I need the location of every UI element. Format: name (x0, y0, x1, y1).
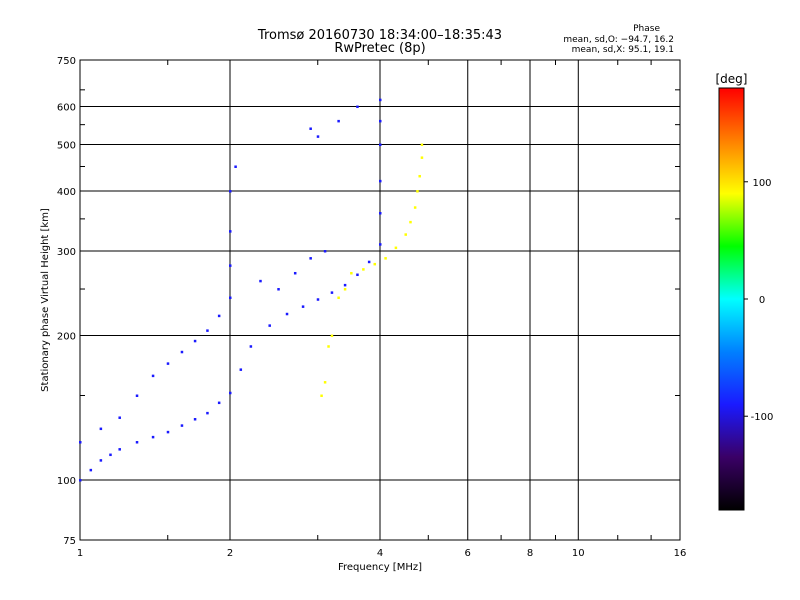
data-point-o (249, 345, 253, 348)
data-point-x (337, 296, 340, 300)
data-point-o (379, 98, 382, 102)
data-point-o (229, 391, 232, 395)
x-tick-label: 2 (227, 548, 233, 559)
x-tick-label: 1 (77, 548, 83, 559)
data-point-x (416, 190, 419, 193)
data-point-x (362, 268, 365, 271)
data-point-o (229, 230, 232, 233)
data-point-x (373, 262, 377, 266)
data-point-o (151, 374, 155, 378)
y-axis-label: Stationary phase Virtual Height [km] (40, 208, 51, 392)
data-point-o (239, 368, 243, 371)
data-point-x (320, 394, 323, 398)
data-point-o (118, 416, 121, 419)
data-point-o (379, 119, 382, 123)
data-point-o (379, 143, 382, 147)
data-point-o (89, 468, 93, 472)
data-point-o (99, 427, 103, 431)
data-point-o (343, 283, 347, 287)
y-tick-label: 750 (57, 56, 76, 67)
colorbar-tick-label: 0 (759, 295, 765, 306)
data-point-o (337, 119, 340, 123)
data-point-o (135, 441, 139, 444)
data-point-x (420, 156, 424, 159)
data-point-x (343, 288, 347, 291)
data-point-o (330, 291, 334, 294)
data-point-o (356, 105, 359, 109)
data-point-x (350, 271, 353, 275)
x-tick-label: 10 (572, 548, 585, 559)
data-point-o (379, 212, 382, 215)
colorbar-label: [deg] (716, 72, 748, 86)
phase-heading: Phase (633, 24, 660, 34)
data-point-o (193, 339, 197, 343)
chart-subtitle: RwPretec (8p) (334, 41, 426, 56)
data-point-o (316, 298, 320, 301)
data-point-o (166, 430, 170, 434)
data-point-o (285, 312, 289, 316)
colorbar (718, 87, 745, 511)
data-point-o (99, 459, 103, 462)
y-tick-label: 500 (57, 141, 76, 152)
data-point-o (166, 362, 170, 365)
data-point-x (420, 143, 424, 147)
y-tick-label: 100 (57, 476, 76, 487)
chart-title: Tromsø 20160730 18:34:00–18:35:43 (257, 28, 503, 43)
x-tick-label: 6 (465, 548, 471, 559)
data-point-o (206, 329, 209, 332)
data-point-o (180, 350, 184, 354)
data-point-o (79, 441, 82, 444)
data-point-x (394, 246, 398, 250)
data-point-o (234, 165, 237, 168)
data-point-o (356, 273, 359, 277)
data-point-x (327, 345, 330, 348)
data-point-x (384, 257, 387, 260)
y-tick-label: 75 (63, 536, 76, 547)
data-point-o (268, 324, 271, 327)
data-point-o (323, 250, 327, 253)
x-axis-label: Frequency [MHz] (338, 562, 422, 573)
x-tick-label: 16 (674, 548, 687, 559)
data-point-o (193, 418, 197, 421)
data-point-o (217, 314, 221, 318)
data-point-o (135, 394, 139, 398)
x-tick-label: 4 (377, 548, 383, 559)
data-point-o (259, 279, 262, 283)
data-point-o (118, 448, 121, 451)
data-point-o (109, 453, 112, 457)
colorbar-tick-label: -100 (751, 412, 774, 423)
data-point-x (413, 206, 417, 209)
data-point-o (229, 190, 232, 193)
data-point-o (217, 401, 221, 405)
data-point-o (309, 127, 312, 130)
data-point-x (409, 220, 412, 224)
y-tick-label: 600 (57, 103, 76, 114)
data-point-x (418, 174, 421, 178)
x-tick-label: 8 (527, 548, 533, 559)
data-point-x (323, 381, 327, 384)
y-tick-label: 300 (57, 247, 76, 258)
data-point-o (367, 260, 371, 264)
phase-stats-x: mean, sd,X: 95.1, 19.1 (571, 45, 674, 55)
y-tick-label: 200 (57, 332, 76, 343)
data-point-o (229, 296, 232, 300)
data-point-x (330, 334, 334, 338)
phase-stats-o: mean, sd,O: −94.7, 16.2 (563, 35, 674, 45)
y-tick-label: 400 (57, 187, 76, 198)
data-point-o (277, 288, 280, 291)
data-point-o (180, 424, 184, 427)
data-point-o (151, 435, 155, 439)
data-point-o (316, 135, 320, 138)
data-point-o (229, 264, 232, 267)
data-point-x (404, 233, 407, 236)
data-point-o (79, 479, 82, 482)
data-point-o (301, 305, 305, 308)
data-point-o (206, 411, 209, 415)
data-point-o (309, 257, 312, 260)
data-point-o (379, 243, 382, 246)
data-point-o (379, 179, 382, 183)
data-point-o (293, 271, 297, 275)
colorbar-tick-label: 100 (752, 178, 771, 189)
